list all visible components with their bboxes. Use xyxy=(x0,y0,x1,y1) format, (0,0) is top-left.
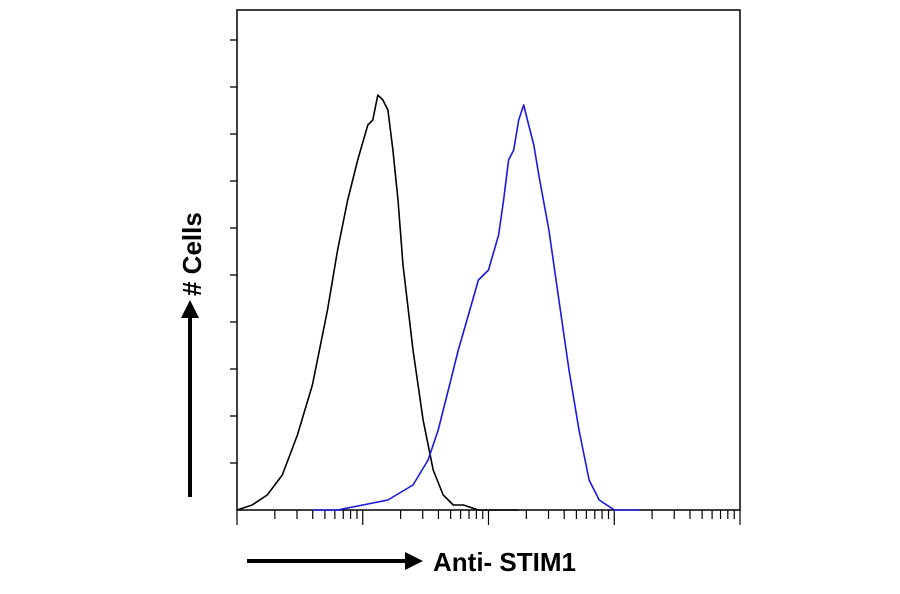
series-line-control xyxy=(236,94,519,511)
y-axis-label: # Cells xyxy=(177,212,207,296)
series-layer xyxy=(236,94,640,511)
series-line-stained xyxy=(312,104,640,511)
plot-frame xyxy=(236,9,741,511)
y-axis-arrowhead xyxy=(181,300,199,318)
y-axis-ticks xyxy=(230,39,237,464)
x-axis-ticks xyxy=(236,510,741,525)
x-axis-label: Anti- STIM1 xyxy=(433,547,576,577)
x-axis-arrowhead xyxy=(405,552,423,570)
